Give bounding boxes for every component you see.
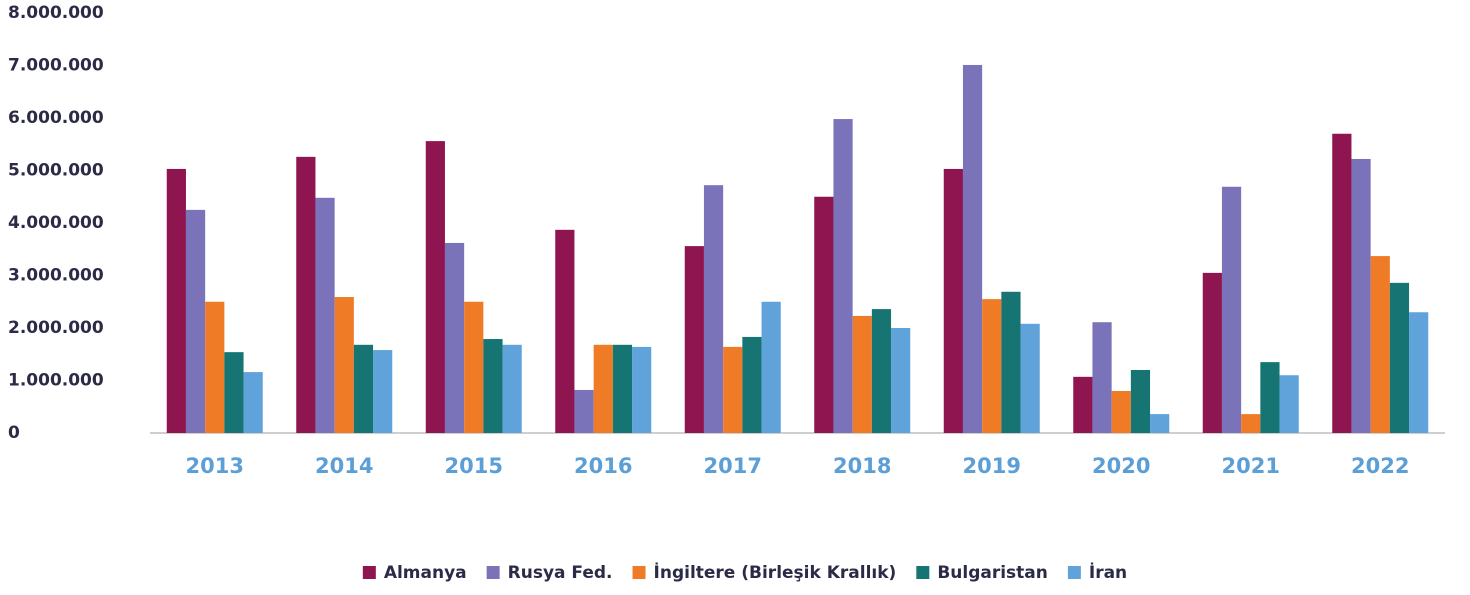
bar bbox=[1370, 256, 1390, 433]
bar bbox=[1389, 282, 1410, 433]
bar bbox=[353, 344, 374, 433]
legend-swatch bbox=[362, 566, 376, 579]
legend-swatch bbox=[632, 566, 646, 579]
x-tick-label: 2016 bbox=[574, 454, 632, 478]
x-tick-label: 2020 bbox=[1092, 454, 1150, 478]
bar bbox=[1111, 391, 1131, 433]
bar bbox=[555, 229, 575, 433]
bar bbox=[243, 372, 263, 433]
bar bbox=[723, 346, 743, 433]
x-tick-label: 2015 bbox=[445, 454, 503, 478]
legend-label: İngiltere (Birleşik Krallık) bbox=[654, 561, 897, 583]
y-tick-label: 0 bbox=[8, 423, 20, 443]
legend-label: Rusya Fed. bbox=[508, 563, 613, 583]
legend-swatch bbox=[486, 566, 500, 579]
bar bbox=[373, 350, 393, 433]
bar bbox=[1001, 291, 1021, 433]
bar bbox=[632, 346, 652, 433]
bar bbox=[315, 197, 335, 433]
bar bbox=[1241, 414, 1261, 433]
bar bbox=[1279, 375, 1299, 433]
y-tick-label: 2.000.000 bbox=[8, 318, 104, 338]
bar bbox=[1020, 323, 1040, 433]
x-tick-label: 2021 bbox=[1222, 454, 1280, 478]
bar bbox=[962, 64, 983, 433]
x-tick-label: 2018 bbox=[833, 454, 891, 478]
bar bbox=[1351, 158, 1371, 433]
legend-label: İran bbox=[1089, 561, 1127, 583]
bar bbox=[761, 301, 781, 433]
bar bbox=[612, 344, 633, 433]
bar bbox=[1409, 312, 1429, 433]
x-tick-label: 2014 bbox=[315, 454, 373, 478]
x-tick-label: 2019 bbox=[963, 454, 1021, 478]
y-tick-label: 8.000.000 bbox=[8, 3, 104, 23]
bar bbox=[852, 315, 872, 433]
bar bbox=[205, 301, 225, 433]
bar bbox=[502, 344, 522, 433]
bar bbox=[1092, 322, 1112, 433]
bar bbox=[185, 209, 206, 433]
bar bbox=[296, 156, 316, 433]
bar bbox=[464, 301, 484, 433]
bar bbox=[814, 196, 834, 433]
bar bbox=[574, 389, 594, 433]
bar bbox=[1202, 272, 1222, 433]
bar bbox=[833, 119, 853, 434]
bar bbox=[334, 297, 354, 433]
y-tick-label: 3.000.000 bbox=[8, 266, 104, 286]
bar bbox=[425, 141, 445, 433]
legend-label: Bulgaristan bbox=[937, 563, 1048, 583]
bar bbox=[593, 344, 613, 433]
bar bbox=[703, 185, 724, 433]
bar bbox=[1073, 376, 1093, 433]
bar bbox=[1332, 133, 1352, 433]
y-tick-label: 4.000.000 bbox=[8, 213, 104, 233]
bar bbox=[891, 328, 911, 433]
bar bbox=[1221, 186, 1242, 433]
bar bbox=[166, 168, 186, 434]
legend-swatch bbox=[916, 566, 930, 579]
bar bbox=[444, 242, 465, 433]
x-tick-label: 2013 bbox=[186, 454, 244, 478]
bar bbox=[982, 299, 1002, 433]
y-tick-label: 6.000.000 bbox=[8, 108, 104, 128]
bar bbox=[742, 336, 762, 433]
y-tick-label: 5.000.000 bbox=[8, 161, 104, 181]
y-tick-label: 1.000.000 bbox=[8, 371, 104, 391]
legend-swatch bbox=[1067, 566, 1081, 579]
bar bbox=[1150, 414, 1170, 433]
bar bbox=[1260, 362, 1280, 433]
x-tick-label: 2022 bbox=[1351, 454, 1409, 478]
bar bbox=[871, 309, 892, 433]
y-tick-label: 7.000.000 bbox=[8, 56, 104, 76]
bar bbox=[483, 339, 503, 433]
legend-label: Almanya bbox=[384, 563, 467, 583]
x-tick-label: 2017 bbox=[704, 454, 762, 478]
bar bbox=[943, 168, 963, 434]
bar bbox=[224, 352, 244, 433]
bar bbox=[1130, 370, 1151, 433]
bar bbox=[684, 246, 704, 433]
